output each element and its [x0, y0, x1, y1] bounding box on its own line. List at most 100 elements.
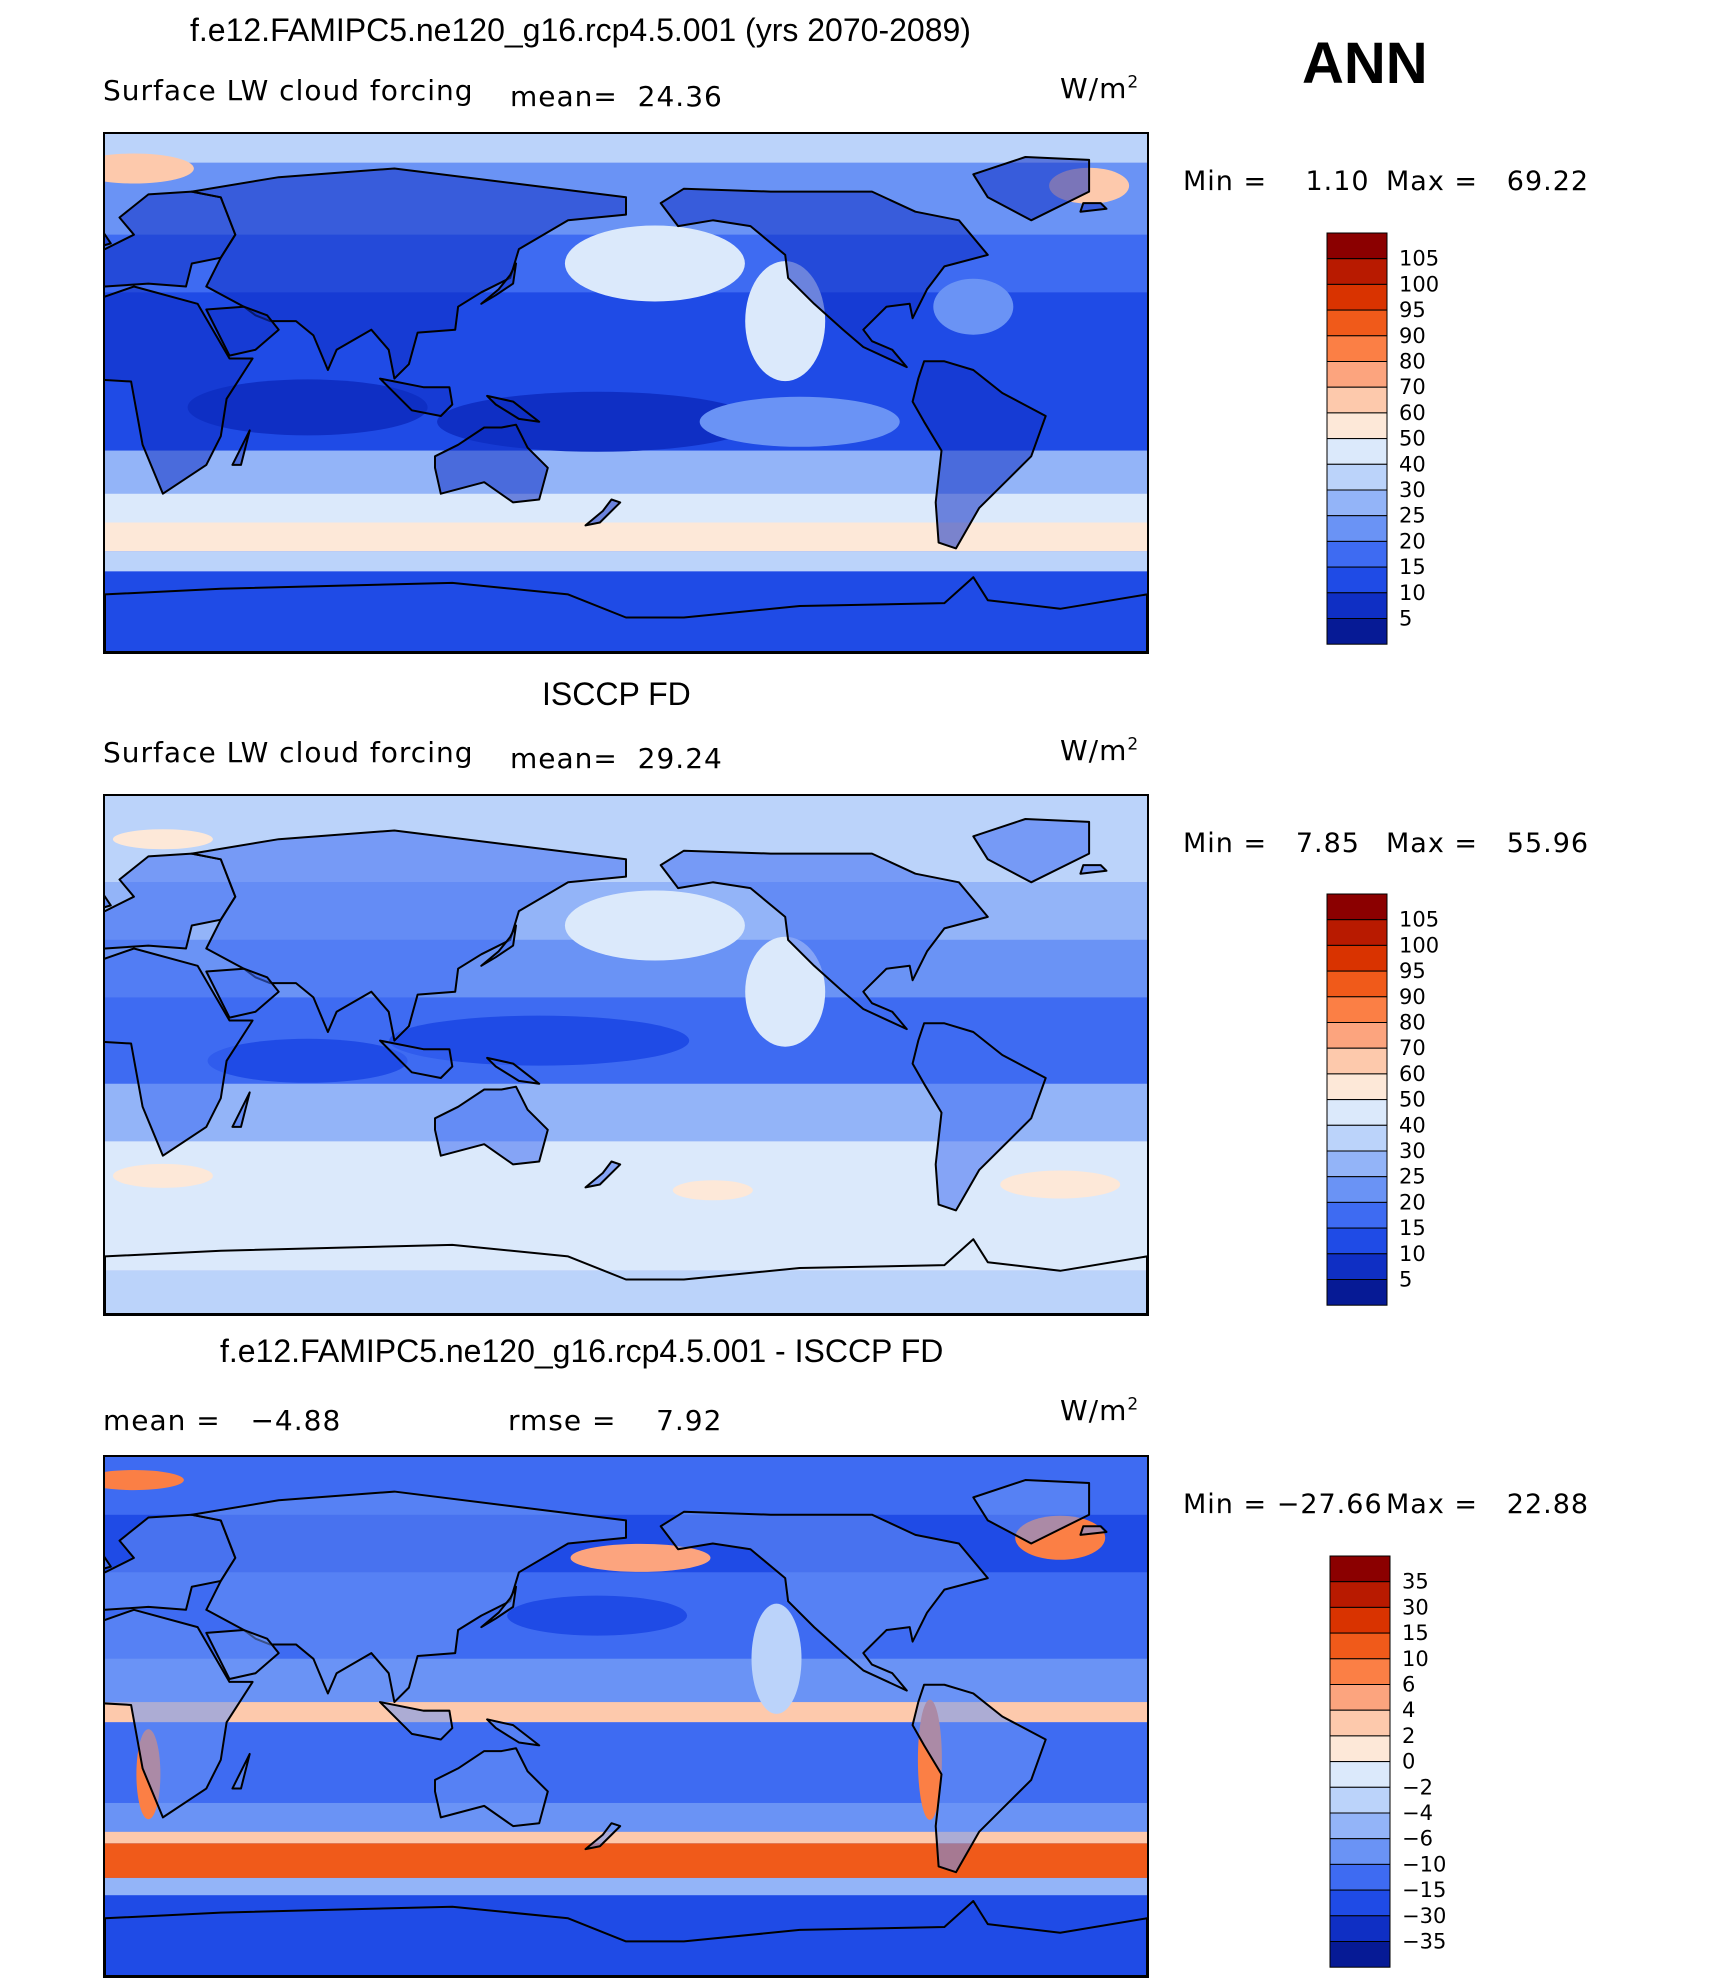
colorbar-swatch	[1326, 1124, 1388, 1152]
colorbar-swatch	[1326, 232, 1388, 260]
colorbar-swatch	[1326, 258, 1388, 285]
mean-value: mean = −4.88	[103, 1404, 342, 1437]
coastlines	[105, 156, 1147, 652]
colorbar-swatch	[1326, 566, 1388, 594]
colorbar-swatch	[1326, 592, 1388, 619]
colorbar-tick-label: 20	[1399, 1190, 1426, 1214]
variable-label: Surface LW cloud forcing	[103, 736, 474, 769]
colorbar-tick-label: 90	[1399, 324, 1426, 348]
colorbar-tick-label: 5	[1399, 1268, 1412, 1292]
colorbar-tick-label: 105	[1399, 247, 1439, 271]
colorbar-swatch	[1326, 1099, 1388, 1126]
colorbar-tick-label: 4	[1402, 1698, 1415, 1722]
colorbar-swatch	[1329, 1606, 1391, 1634]
colorbar-swatch	[1329, 1786, 1391, 1814]
mean-value: mean= 24.36	[510, 80, 723, 113]
colorbar-swatch	[1326, 1279, 1388, 1306]
colorbar-tick-label: −4	[1402, 1801, 1433, 1825]
colorbar-tick-label: 6	[1402, 1673, 1415, 1697]
map-panel-model	[103, 132, 1149, 654]
map-panel-diff	[103, 1455, 1149, 1978]
colorbar-swatch	[1326, 996, 1388, 1024]
colorbar-swatch	[1326, 463, 1388, 491]
max-value: Max = 55.96	[1386, 828, 1590, 859]
colorbar-swatch	[1326, 1047, 1388, 1075]
colorbar-swatch	[1329, 1684, 1391, 1711]
colorbar-tick-label: 80	[1399, 350, 1426, 374]
mean-value: mean= 29.24	[510, 742, 723, 775]
min-value: Min = −27.66	[1183, 1489, 1383, 1520]
colorbar-swatch	[1326, 944, 1388, 972]
colorbar-tick-label: 50	[1399, 427, 1426, 451]
colorbar-swatch	[1326, 515, 1388, 542]
colorbar-tick-label: 60	[1399, 1062, 1426, 1086]
world-map	[105, 1457, 1147, 1976]
colorbar-swatch	[1329, 1709, 1391, 1737]
colorbar-tick-label: 95	[1399, 298, 1426, 322]
colorbar-swatch	[1329, 1761, 1391, 1788]
colorbar-tick-label: 50	[1399, 1088, 1426, 1112]
world-map	[105, 796, 1147, 1314]
units-label: W/m2	[1060, 1394, 1140, 1427]
colorbar-tick-label: 10	[1399, 581, 1426, 605]
min-value: Min = 7.85	[1183, 828, 1360, 859]
colorbar-tick-label: 15	[1402, 1621, 1429, 1645]
colorbar-tick-label: 0	[1402, 1750, 1415, 1774]
colorbar-tick-label: 105	[1399, 908, 1439, 932]
colorbar-tick-label: 70	[1399, 1036, 1426, 1060]
colorbar-tick-label: 5	[1399, 607, 1412, 631]
colorbar-tick-label: 2	[1402, 1724, 1415, 1748]
colorbar-swatch	[1326, 919, 1388, 946]
colorbar-tick-label: −2	[1402, 1775, 1433, 1799]
season-label: ANN	[1302, 31, 1428, 96]
max-value: Max = 22.88	[1386, 1489, 1590, 1520]
colorbar-tick-label: 100	[1399, 933, 1439, 957]
colorbar-swatch	[1326, 309, 1388, 337]
coastlines	[105, 818, 1147, 1314]
colorbar-swatch	[1329, 1735, 1391, 1763]
max-value: Max = 69.22	[1386, 166, 1590, 197]
colorbar-tick-label: −15	[1402, 1878, 1446, 1902]
world-map	[105, 134, 1147, 652]
colorbar-swatch	[1329, 1812, 1391, 1840]
colorbar-swatch	[1329, 1863, 1391, 1891]
panel-title: ISCCP FD	[542, 676, 691, 712]
colorbar-tick-label: 30	[1399, 1139, 1426, 1163]
colorbar-tick-label: 35	[1402, 1570, 1429, 1594]
rmse-value: rmse = 7.92	[508, 1404, 723, 1437]
colorbar-tick-label: 25	[1399, 1165, 1426, 1189]
colorbar-tick-label: 15	[1399, 555, 1426, 579]
colorbar-swatch	[1326, 438, 1388, 465]
units-label: W/m2	[1060, 72, 1140, 105]
colorbar-swatch	[1326, 1201, 1388, 1229]
min-value: Min = 1.10	[1183, 166, 1370, 197]
colorbar-swatch	[1329, 1632, 1391, 1660]
colorbar-tick-label: 10	[1402, 1647, 1429, 1671]
colorbar-tick-label: 25	[1399, 504, 1426, 528]
colorbar-swatch	[1326, 893, 1388, 921]
colorbar-swatch	[1326, 1073, 1388, 1101]
colorbar-swatch	[1326, 1253, 1388, 1280]
colorbar-tick-label: 15	[1399, 1216, 1426, 1240]
panel-title: f.e12.FAMIPC5.ne120_g16.rcp4.5.001 (yrs …	[190, 12, 971, 48]
colorbar-tick-label: −6	[1402, 1827, 1433, 1851]
colorbar-tick-label: 100	[1399, 272, 1439, 296]
units-label: W/m2	[1060, 734, 1140, 767]
colorbar-swatch	[1326, 1022, 1388, 1049]
colorbar-tick-label: 80	[1399, 1011, 1426, 1035]
colorbar-swatch	[1326, 970, 1388, 998]
colorbar-swatch	[1326, 283, 1388, 311]
colorbar-tick-label: 95	[1399, 959, 1426, 983]
colorbar-tick-label: −35	[1402, 1930, 1446, 1954]
colorbar-swatch	[1326, 1176, 1388, 1203]
colorbar-tick-label: 40	[1399, 1113, 1426, 1137]
colorbar-tick-label: 70	[1399, 375, 1426, 399]
colorbar-swatch	[1326, 335, 1388, 363]
map-panel-obs	[103, 794, 1149, 1316]
colorbar-swatch	[1329, 1941, 1391, 1968]
variable-label: Surface LW cloud forcing	[103, 74, 474, 107]
colorbar-swatch	[1329, 1658, 1391, 1686]
colorbar-tick-label: 30	[1399, 478, 1426, 502]
colorbar-tick-label: 60	[1399, 401, 1426, 425]
colorbar: 35 30 15 10 6 4 2 0 −2 −4 −6 −10 −15 −30 −35	[1329, 1555, 1490, 1977]
